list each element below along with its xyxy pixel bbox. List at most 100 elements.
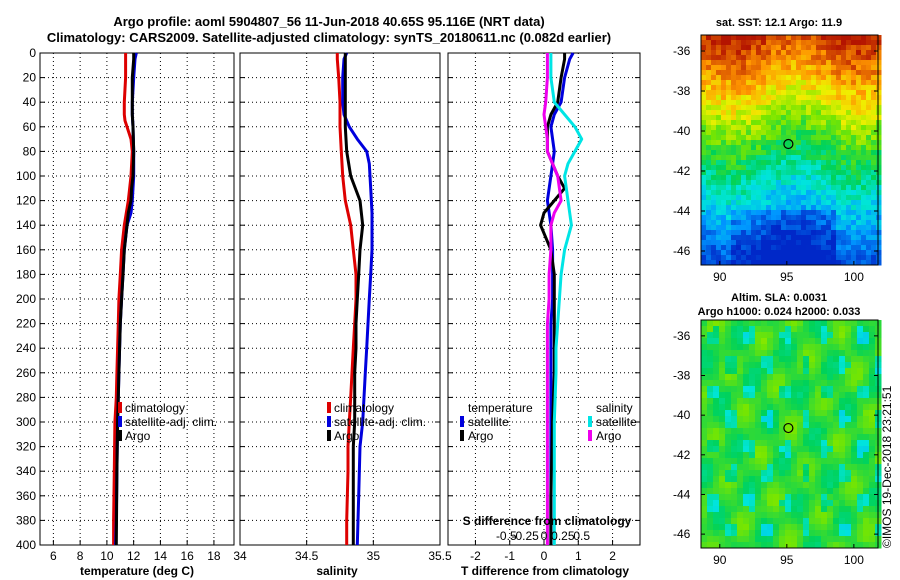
- map-cell: [796, 170, 802, 176]
- map-cell: [737, 488, 744, 495]
- map-cell: [833, 530, 840, 537]
- map-cell: [796, 130, 802, 136]
- map-cell: [701, 380, 708, 387]
- map-cell: [833, 320, 840, 327]
- map-cell: [701, 35, 707, 41]
- map-cell: [737, 458, 744, 465]
- map-cell: [761, 368, 768, 375]
- map-cell: [786, 150, 792, 156]
- map-cell: [725, 452, 732, 459]
- map-cell: [863, 380, 870, 387]
- map-cell: [737, 374, 744, 381]
- map-cell: [707, 404, 714, 411]
- map-cell: [737, 320, 744, 327]
- map-cell: [806, 250, 812, 256]
- map-cell: [701, 464, 708, 471]
- map-cell: [836, 225, 842, 231]
- map-cell: [706, 50, 712, 56]
- map-cell: [845, 392, 852, 399]
- map-cell: [791, 512, 798, 519]
- map-cell: [785, 368, 792, 375]
- map-cell: [719, 350, 726, 357]
- map-cell: [833, 422, 840, 429]
- map-cell: [851, 362, 858, 369]
- map-cell: [845, 440, 852, 447]
- map-cell: [786, 180, 792, 186]
- map-cell: [821, 494, 828, 501]
- y-tick-label: 140: [16, 218, 36, 232]
- map-cell: [731, 180, 737, 186]
- map-cell: [749, 542, 756, 549]
- map-cell: [796, 180, 802, 186]
- map-cell: [786, 105, 792, 111]
- map-cell: [811, 75, 817, 81]
- map-cell: [815, 416, 822, 423]
- map-cell: [856, 165, 862, 171]
- map-cell: [736, 240, 742, 246]
- map-cell: [871, 55, 877, 61]
- map-cell: [826, 250, 832, 256]
- map-cell: [701, 45, 707, 51]
- map-cell: [701, 536, 708, 543]
- map-cell: [737, 368, 744, 375]
- map-cell: [801, 65, 807, 71]
- map-cell: [751, 205, 757, 211]
- map-cell: [719, 416, 726, 423]
- map-cell: [731, 35, 737, 41]
- map-cell: [741, 165, 747, 171]
- map-cell: [731, 245, 737, 251]
- map-cell: [736, 145, 742, 151]
- map-cell: [766, 50, 772, 56]
- map-cell: [773, 440, 780, 447]
- map-cell: [833, 350, 840, 357]
- map-cell: [701, 175, 707, 181]
- x-tick-label: 0: [541, 549, 548, 563]
- map-cell: [761, 75, 767, 81]
- map-cell: [761, 165, 767, 171]
- map-cell: [861, 210, 867, 216]
- map-cell: [861, 115, 867, 121]
- map-cell: [726, 240, 732, 246]
- map-cell: [725, 332, 732, 339]
- map-cell: [863, 458, 870, 465]
- map-cell: [857, 428, 864, 435]
- map-cell: [767, 494, 774, 501]
- map-cell: [816, 85, 822, 91]
- map-cell: [725, 338, 732, 345]
- map-cell: [811, 85, 817, 91]
- map-cell: [749, 512, 756, 519]
- map-cell: [785, 326, 792, 333]
- map-cell: [836, 145, 842, 151]
- map-cell: [857, 362, 864, 369]
- map-cell: [866, 155, 872, 161]
- map-cell: [701, 230, 707, 236]
- map-cell: [731, 240, 737, 246]
- map-cell: [736, 125, 742, 131]
- map-cell: [791, 518, 798, 525]
- map-cell: [726, 215, 732, 221]
- map-cell: [851, 255, 857, 261]
- map-cell: [876, 100, 882, 106]
- map-cell: [746, 60, 752, 66]
- map-cell: [831, 110, 837, 116]
- map-cell: [707, 494, 714, 501]
- map-cell: [831, 45, 837, 51]
- map-cell: [766, 260, 772, 266]
- x-tick-label: 18: [207, 549, 221, 563]
- map-cell: [701, 205, 707, 211]
- map-cell: [863, 374, 870, 381]
- y-tick-label: 0: [29, 46, 36, 60]
- map-cell: [806, 240, 812, 246]
- map-cell: [731, 452, 738, 459]
- map-cell: [863, 530, 870, 537]
- map-cell: [815, 464, 822, 471]
- map-cell: [801, 260, 807, 266]
- map-cell: [856, 105, 862, 111]
- map-cell: [833, 332, 840, 339]
- map-cell: [786, 140, 792, 146]
- map-cell: [831, 40, 837, 46]
- map-cell: [725, 524, 732, 531]
- map-cell: [706, 145, 712, 151]
- map-cell: [716, 145, 722, 151]
